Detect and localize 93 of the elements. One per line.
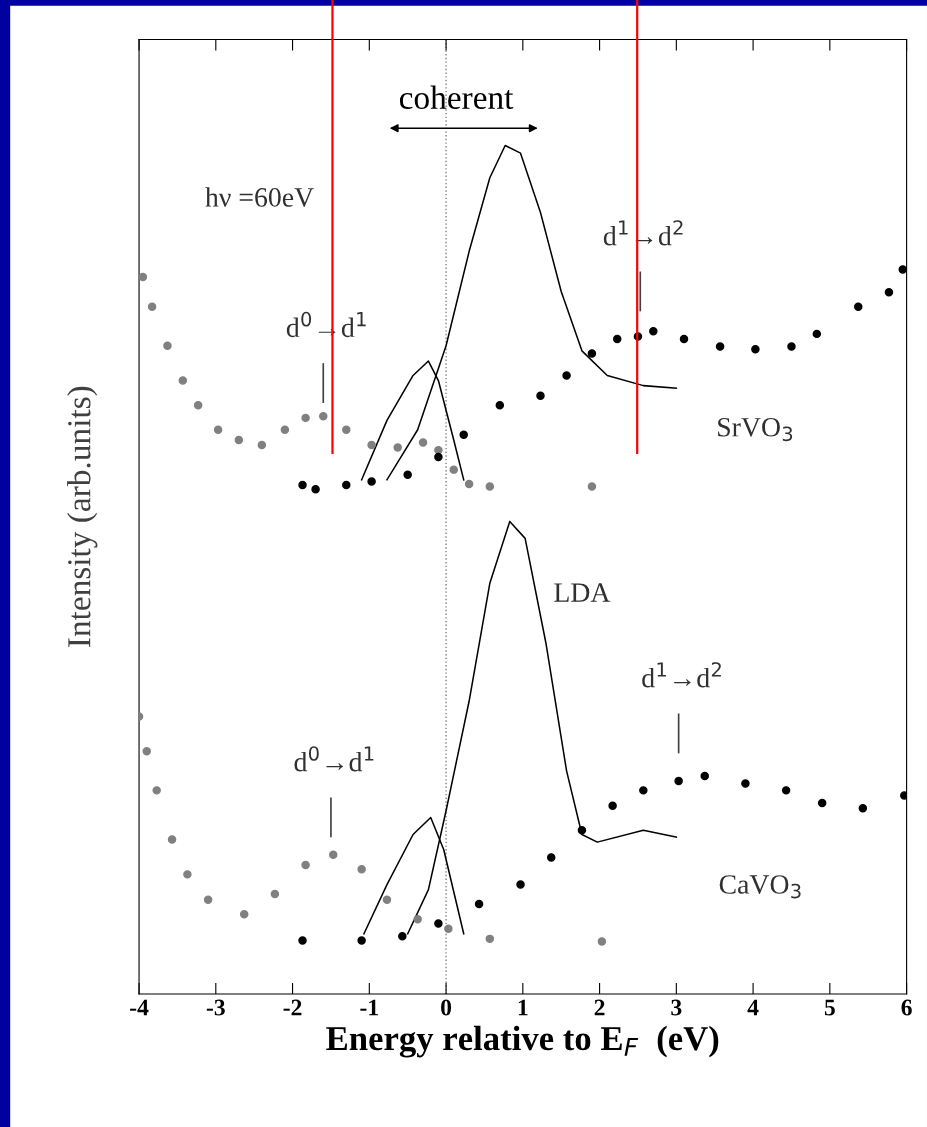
point: [649, 327, 658, 336]
point: [403, 470, 412, 479]
x-tick-label: -4: [130, 999, 149, 1016]
point: [464, 479, 474, 489]
x-tick-label: -2: [283, 999, 302, 1016]
point: [398, 932, 407, 941]
point: [301, 413, 310, 423]
point: [413, 915, 422, 924]
point: [474, 899, 484, 909]
point: [434, 452, 443, 462]
y-axis-title: Intensity (arb.units): [67, 386, 98, 647]
point: [679, 334, 689, 344]
point: [183, 870, 192, 879]
annotation: SrVO$_{3}$: [718, 417, 793, 442]
x-tick-label: -3: [206, 999, 225, 1016]
point: [270, 889, 280, 899]
x-tick-label: 1: [518, 999, 528, 1016]
annotation: CaVO$_{3}$: [719, 875, 801, 899]
x-tick-label: 3: [671, 999, 682, 1016]
point: [193, 400, 203, 410]
x-tick-label: 0: [441, 999, 452, 1016]
x-tick-label: 5: [824, 999, 835, 1016]
point: [900, 791, 907, 800]
point: [858, 803, 868, 813]
point: [342, 425, 351, 434]
text: coherent: [399, 85, 514, 110]
point: [817, 798, 827, 808]
point: [700, 771, 709, 781]
point: [203, 895, 213, 905]
x-tick-label: 6: [901, 999, 912, 1016]
point: [257, 440, 267, 450]
point: [367, 440, 376, 450]
point: [298, 936, 307, 945]
point: [357, 936, 366, 945]
point: [639, 786, 648, 795]
point: [239, 910, 249, 919]
point: [329, 850, 338, 860]
point: [167, 835, 177, 844]
point: [434, 919, 443, 928]
point: [393, 443, 402, 452]
point: [449, 465, 458, 474]
point: [418, 438, 428, 447]
point: [536, 391, 545, 401]
point: [485, 934, 495, 944]
annotation: d$^{1}$→d$^{2}$: [642, 662, 721, 688]
point: [884, 288, 894, 297]
point: [342, 480, 351, 490]
point: [139, 272, 148, 282]
point: [812, 329, 822, 339]
point: [444, 924, 453, 933]
point: [608, 801, 617, 810]
point: [382, 895, 392, 905]
point: [459, 430, 468, 440]
point: [357, 865, 366, 874]
point: [147, 302, 157, 311]
point: [298, 480, 307, 490]
point: [854, 302, 863, 311]
point: [178, 376, 188, 385]
point: [319, 411, 328, 421]
point: [587, 482, 597, 491]
point: [485, 482, 495, 491]
point: [715, 342, 725, 351]
point: [613, 334, 622, 344]
point: [674, 776, 683, 786]
point: [367, 477, 376, 486]
point: [597, 937, 607, 946]
point: [213, 425, 223, 434]
point: [301, 860, 310, 870]
point: [142, 747, 151, 756]
x-tick-label: -1: [360, 999, 378, 1016]
annotation: hν =60eV: [205, 187, 314, 207]
point: [751, 344, 760, 354]
point: [741, 779, 750, 788]
point: [562, 371, 571, 380]
point: [898, 265, 907, 274]
point: [577, 826, 587, 835]
point: [546, 853, 556, 862]
point: [781, 786, 791, 795]
x-axis-title: Energy relative to E$_{F}$ (eV): [326, 1025, 719, 1058]
annotation: d$^{0}$→d$^{1}$: [294, 746, 374, 772]
point: [516, 880, 525, 889]
point: [587, 349, 597, 358]
point: [787, 342, 796, 351]
point: [234, 435, 244, 445]
point: [280, 425, 290, 434]
point: [311, 484, 320, 494]
point: [152, 786, 161, 795]
x-tick-label: 2: [594, 999, 605, 1016]
point: [434, 445, 443, 455]
point: [495, 400, 505, 410]
point: [163, 341, 172, 350]
x-tick-label: 4: [747, 999, 759, 1016]
annotation: LDA: [554, 583, 611, 602]
